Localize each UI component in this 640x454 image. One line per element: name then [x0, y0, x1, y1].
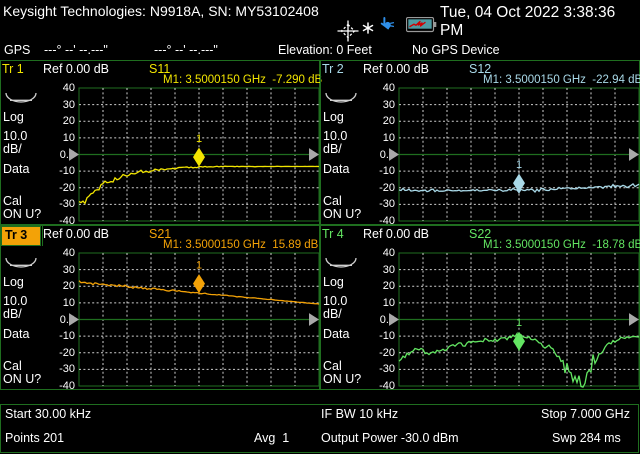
svg-text:1: 1 — [516, 317, 522, 329]
svg-text:1: 1 — [196, 133, 202, 145]
svg-text:1: 1 — [516, 159, 522, 171]
svg-text:1: 1 — [196, 260, 202, 272]
